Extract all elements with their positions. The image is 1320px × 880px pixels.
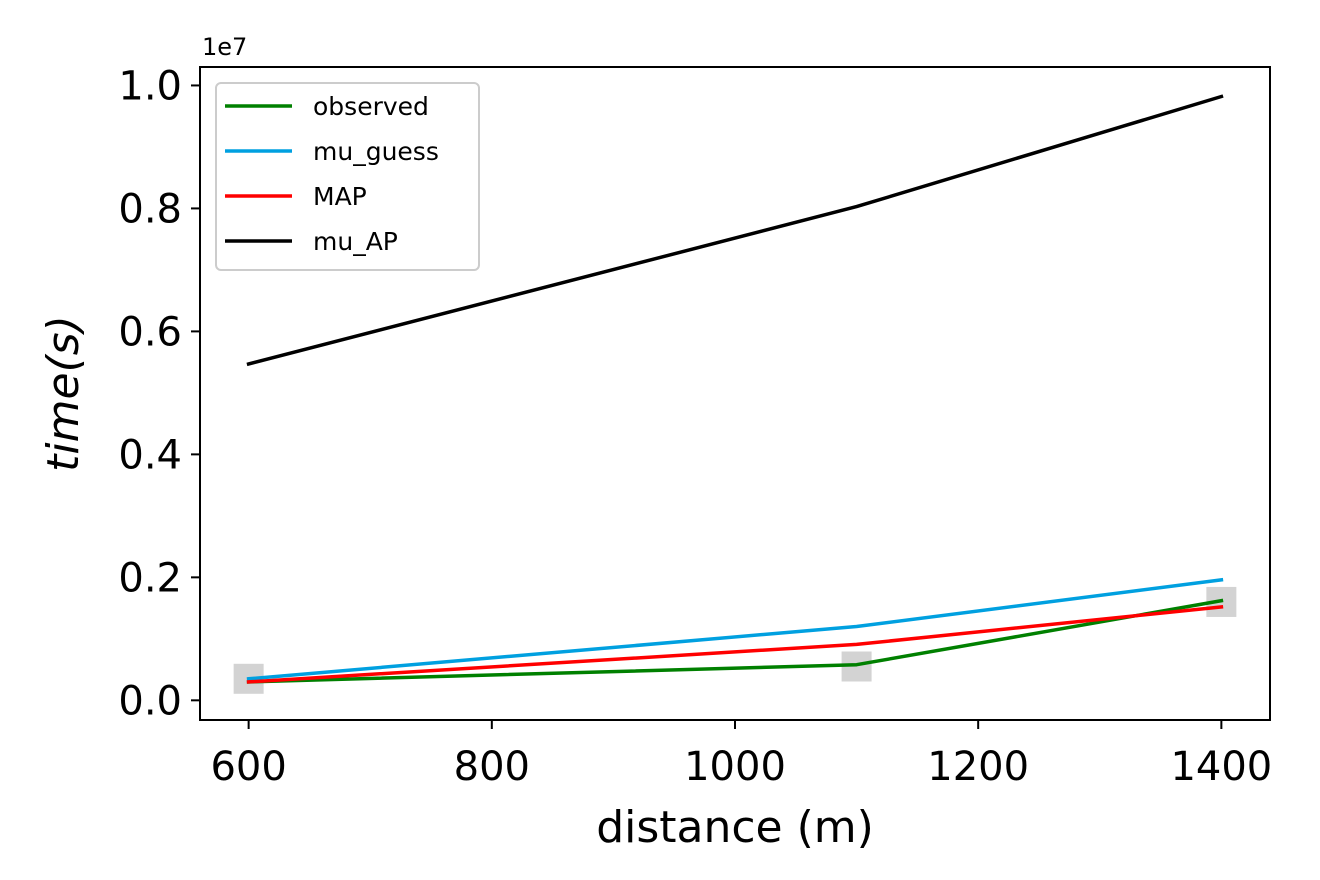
y-tick-label-0.2: 0.2 [118, 555, 182, 601]
x-tick-label-1000: 1000 [684, 744, 786, 790]
y-tick-label-0.4: 0.4 [118, 432, 182, 478]
legend-label-map: MAP [313, 182, 367, 211]
legend-label-observed: observed [313, 92, 429, 121]
y-tick-label-0.8: 0.8 [118, 186, 182, 232]
y-tick-label-1.0: 1.0 [118, 63, 182, 109]
legend-label-mu-guess: mu_guess [313, 137, 439, 166]
y-axis-offset-label: 1e7 [202, 33, 247, 61]
y-tick-label-0.6: 0.6 [118, 309, 182, 355]
x-tick-label-800: 800 [454, 744, 530, 790]
y-axis-label: time(s) [38, 315, 89, 472]
legend-box [215, 82, 480, 271]
legend: observed mu_guess MAP mu_AP [215, 82, 480, 271]
series-line-map [246, 604, 1224, 684]
series-line-mu-guess [246, 577, 1224, 681]
x-tick-label-1400: 1400 [1170, 744, 1272, 790]
series-lines [246, 94, 1224, 684]
x-axis-label: distance (m) [596, 802, 874, 853]
series-line-observed [246, 598, 1224, 684]
observed-markers [233, 586, 1237, 694]
x-tick-label-600: 600 [210, 744, 286, 790]
axes: 600 800 1000 1200 1400 0.0 0.2 0.4 0.6 0.8 1.0 [118, 63, 1272, 790]
x-tick-label-1200: 1200 [927, 744, 1029, 790]
y-tick-label-0.0: 0.0 [118, 678, 182, 724]
series-line-mu-ap [246, 94, 1224, 367]
legend-label-mu-ap: mu_AP [313, 227, 398, 256]
